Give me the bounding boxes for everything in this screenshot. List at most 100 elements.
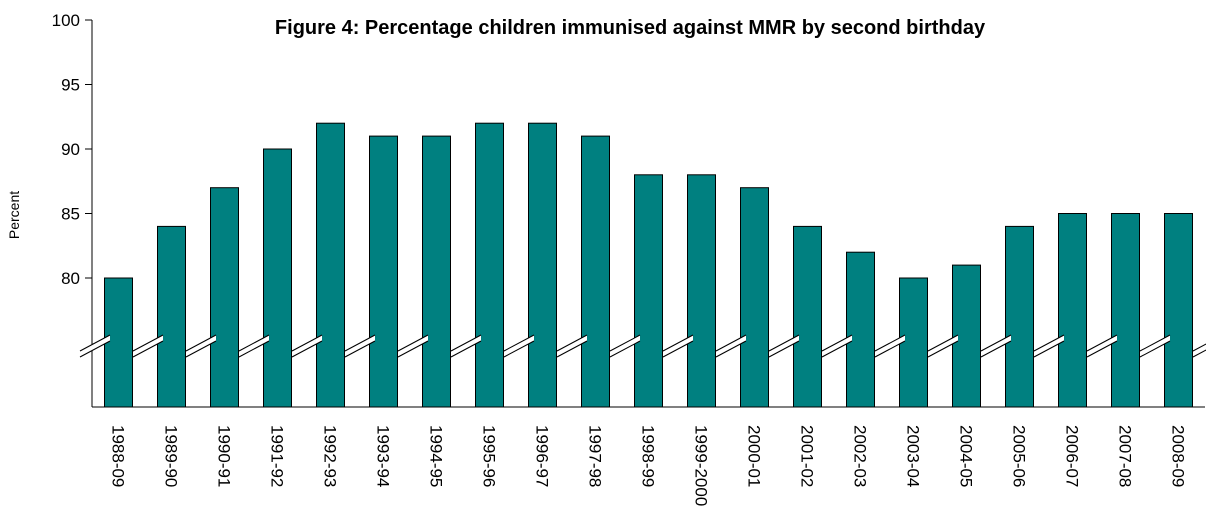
axis-break-line	[238, 340, 270, 358]
bar	[369, 135, 398, 408]
axis-break	[80, 335, 110, 357]
axis-break-line	[768, 334, 800, 352]
axis-break-line	[397, 334, 429, 352]
axis-break-line	[821, 340, 853, 358]
axis-break-line	[980, 340, 1012, 358]
x-tick-label: 2007-08	[1116, 425, 1135, 487]
axis-break-line	[1086, 334, 1118, 352]
axis-break-line	[609, 334, 641, 352]
axis-break-line	[1086, 340, 1118, 358]
y-tick-label: 80	[61, 269, 80, 288]
bar	[740, 187, 769, 408]
axis-break	[663, 335, 693, 357]
axis-break-line	[344, 340, 376, 358]
x-tick-label: 2001-02	[798, 425, 817, 487]
x-tick-label: 1996-97	[533, 425, 552, 487]
bar	[1164, 213, 1193, 408]
axis-break-line	[821, 334, 853, 352]
axis-break-line	[1139, 334, 1171, 352]
bar	[899, 277, 928, 408]
x-tick-label: 2000-01	[745, 425, 764, 487]
bar	[793, 225, 822, 408]
axis-break-line	[1192, 349, 1206, 358]
bar	[1111, 213, 1140, 408]
x-tick-label: 1992-93	[321, 425, 340, 487]
axis-break-line	[768, 340, 800, 358]
axis-break	[822, 335, 852, 357]
bar	[846, 251, 875, 408]
axis-break-line	[132, 334, 164, 352]
axis-break	[345, 335, 375, 357]
axis-break-line	[291, 334, 323, 352]
y-tick-label: 85	[61, 205, 80, 224]
bar	[687, 174, 716, 408]
axis-break-line	[291, 340, 323, 358]
axis-break-line	[874, 340, 906, 358]
axis-break	[398, 335, 428, 357]
bar	[528, 122, 557, 408]
x-tick-label: 1998-99	[639, 425, 658, 487]
axis-break-line	[79, 340, 111, 358]
axis-break-line	[344, 334, 376, 352]
axis-break-line	[79, 334, 111, 352]
axis-break-line	[980, 334, 1012, 352]
bar	[422, 135, 451, 408]
x-tick-label: 2004-05	[957, 425, 976, 487]
axis-break	[186, 335, 216, 357]
axis-break-line	[556, 340, 588, 358]
axis-break	[610, 335, 640, 357]
y-tick-label: 95	[61, 76, 80, 95]
axis-break	[292, 335, 322, 357]
axis-break	[1034, 335, 1064, 357]
axis-break	[504, 335, 534, 357]
bar	[263, 148, 292, 408]
chart-title: Figure 4: Percentage children immunised …	[275, 17, 986, 39]
bar	[316, 122, 345, 408]
axis-break	[133, 335, 163, 357]
axis-break	[1140, 335, 1170, 357]
axis-break-line	[715, 340, 747, 358]
axis-break-line	[450, 334, 482, 352]
axis-break-line	[238, 334, 270, 352]
axis-break	[1193, 344, 1206, 357]
bar	[104, 277, 133, 408]
x-tick-label: 1995-96	[480, 425, 499, 487]
x-tick-label: 1989-90	[162, 425, 181, 487]
x-tick-label: 2003-04	[904, 425, 923, 487]
axis-break-line	[132, 340, 164, 358]
axis-break-line	[397, 340, 429, 358]
x-tick-label: 1994-95	[427, 425, 446, 487]
axis-break-line	[609, 340, 641, 358]
axis-break-line	[556, 334, 588, 352]
bar	[1058, 213, 1087, 408]
axis-break	[557, 335, 587, 357]
y-axis-label: Percent	[6, 191, 22, 239]
axis-break-line	[503, 340, 535, 358]
bar	[210, 187, 239, 408]
axis-break-line	[1139, 340, 1171, 358]
axis-break-line	[662, 334, 694, 352]
axis-break-line	[874, 334, 906, 352]
x-tick-label: 1999-2000	[692, 425, 711, 506]
axis-break-line	[1192, 343, 1206, 352]
axis-break-line	[185, 340, 217, 358]
x-tick-label: 1991-92	[268, 425, 287, 487]
axis-break-line	[1033, 340, 1065, 358]
axis-break-line	[927, 340, 959, 358]
axis-break-line	[1033, 334, 1065, 352]
axis-break	[451, 335, 481, 357]
x-tick-label: 1993-94	[374, 425, 393, 487]
bar	[581, 135, 610, 408]
axis-break	[716, 335, 746, 357]
x-tick-label: 2006-07	[1063, 425, 1082, 487]
axis-break-line	[662, 340, 694, 358]
x-tick-label: 2002-03	[851, 425, 870, 487]
bar	[1005, 225, 1034, 408]
x-tick-label: 2005-06	[1010, 425, 1029, 487]
axis-break-line	[450, 340, 482, 358]
bar	[634, 174, 663, 408]
x-tick-label: 1990-91	[215, 425, 234, 487]
axis-break-line	[927, 334, 959, 352]
bar	[157, 225, 186, 408]
